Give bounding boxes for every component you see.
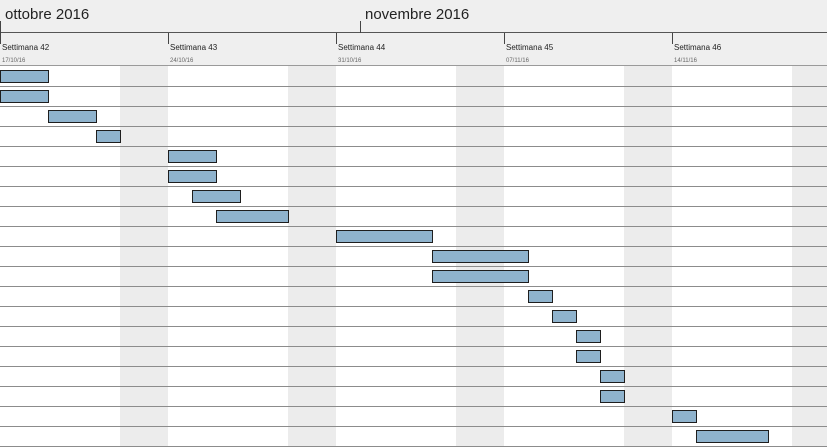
week-date: 14/11/16 <box>674 58 697 64</box>
row-divider <box>0 406 827 407</box>
task-bar[interactable] <box>432 270 529 283</box>
task-bar[interactable] <box>0 70 49 83</box>
gantt-body <box>0 66 827 447</box>
task-bar[interactable] <box>168 170 217 183</box>
task-bar[interactable] <box>336 230 433 243</box>
weekend-band <box>120 66 168 447</box>
task-bar[interactable] <box>48 110 97 123</box>
week-date: 07/11/16 <box>506 58 529 64</box>
week-label: Settimana 42 <box>2 43 50 52</box>
task-bar[interactable] <box>696 430 769 443</box>
row-divider <box>0 166 827 167</box>
task-bar[interactable] <box>0 90 49 103</box>
task-bar[interactable] <box>192 190 241 203</box>
week-label: Settimana 45 <box>506 43 554 52</box>
weekend-band <box>792 66 827 447</box>
row-divider <box>0 126 827 127</box>
month-label: novembre 2016 <box>365 6 470 23</box>
weekend-band <box>288 66 336 447</box>
month-label: ottobre 2016 <box>5 6 90 23</box>
task-bar[interactable] <box>552 310 577 323</box>
week-scale: Settimana 42 17/10/16 Settimana 43 24/10/16… <box>0 33 827 66</box>
row-divider <box>0 206 827 207</box>
task-bar[interactable] <box>672 410 697 423</box>
row-divider <box>0 386 827 387</box>
row-divider <box>0 426 827 427</box>
month-scale: ottobre 2016 novembre 2016 <box>0 0 827 33</box>
row-divider <box>0 86 827 87</box>
task-bar[interactable] <box>576 350 601 363</box>
week-boundary-tick <box>0 33 1 44</box>
week-date: 17/10/16 <box>2 58 26 64</box>
weekend-band <box>624 66 672 447</box>
row-divider <box>0 306 827 307</box>
task-bar[interactable] <box>600 370 625 383</box>
week-label: Settimana 43 <box>170 43 218 52</box>
month-boundary-tick <box>0 21 1 33</box>
timeline-header: ottobre 2016 novembre 2016 Settimana 42 17… <box>0 0 827 66</box>
week-boundary-tick <box>504 33 505 44</box>
task-bar[interactable] <box>432 250 529 263</box>
task-bar[interactable] <box>528 290 553 303</box>
month-boundary-tick <box>360 21 361 33</box>
row-divider <box>0 366 827 367</box>
week-date: 24/10/16 <box>170 58 194 64</box>
week-label: Settimana 44 <box>338 43 386 52</box>
week-boundary-tick <box>336 33 337 44</box>
row-divider <box>0 346 827 347</box>
week-label: Settimana 46 <box>674 43 722 52</box>
row-divider <box>0 246 827 247</box>
row-divider <box>0 266 827 267</box>
week-date: 31/10/16 <box>338 58 362 64</box>
task-bar[interactable] <box>576 330 601 343</box>
week-boundary-tick <box>672 33 673 44</box>
row-divider <box>0 106 827 107</box>
row-divider <box>0 286 827 287</box>
row-divider <box>0 146 827 147</box>
row-divider <box>0 226 827 227</box>
row-divider <box>0 326 827 327</box>
row-divider <box>0 186 827 187</box>
task-bar[interactable] <box>600 390 625 403</box>
task-bar[interactable] <box>168 150 217 163</box>
task-bar[interactable] <box>96 130 121 143</box>
week-boundary-tick <box>168 33 169 44</box>
task-bar[interactable] <box>216 210 289 223</box>
